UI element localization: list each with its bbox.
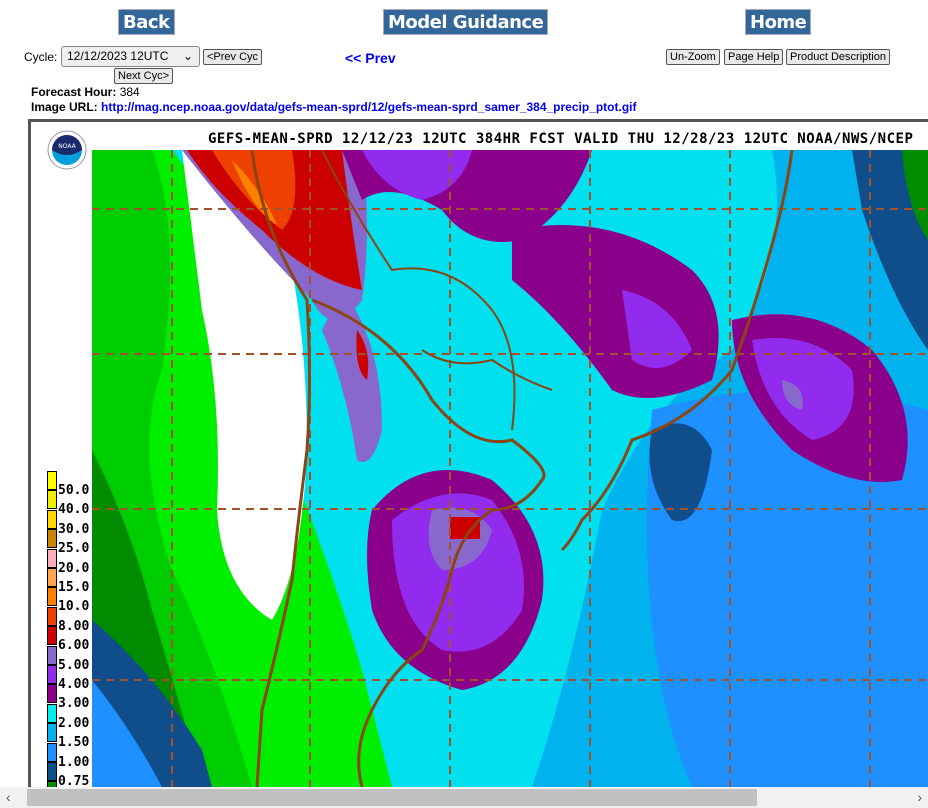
precipitation-map	[92, 150, 928, 787]
legend-swatch	[47, 645, 57, 665]
map-title: GEFS-MEAN-SPRD 12/12/23 12UTC 384HR FCST…	[208, 131, 914, 147]
legend-label: 6.00	[58, 638, 90, 654]
legend-label: 2.00	[58, 715, 90, 731]
legend-swatch	[47, 490, 57, 510]
svg-text:NOAA: NOAA	[58, 143, 76, 150]
legend-swatch	[47, 509, 57, 529]
legend-label: 1.50	[58, 735, 90, 751]
legend-swatch	[47, 606, 57, 626]
legend-label: 20.0	[58, 560, 90, 576]
legend-swatch	[47, 723, 57, 743]
legend-swatch	[47, 626, 57, 646]
unzoom-button[interactable]: Un-Zoom	[666, 49, 720, 65]
back-button[interactable]: Back	[118, 9, 175, 35]
noaa-logo: NOAA	[47, 130, 87, 170]
image-url-link[interactable]: http://mag.ncep.noaa.gov/data/gefs-mean-…	[101, 100, 637, 114]
legend-swatch	[47, 665, 57, 684]
scrollbar-thumb[interactable]	[27, 789, 757, 806]
prev-cycle-button[interactable]: <Prev Cyc	[203, 49, 263, 65]
forecast-hour-label: Forecast Hour: 384	[31, 85, 140, 99]
forecast-hour-value: 384	[119, 85, 140, 99]
legend-swatch	[47, 529, 57, 549]
legend-label: 10.0	[58, 599, 90, 615]
legend-label: 0.75	[58, 774, 90, 789]
legend-label: 50.0	[58, 483, 90, 498]
legend-swatch	[47, 742, 57, 762]
cycle-value: 12/12/2023 12UTC	[67, 49, 169, 63]
image-url-row: Image URL: http://mag.ncep.noaa.gov/data…	[31, 100, 637, 114]
home-button[interactable]: Home	[745, 9, 812, 35]
legend-swatch	[47, 587, 57, 607]
prev-link[interactable]: << Prev	[345, 50, 396, 66]
cycle-select[interactable]: 12/12/2023 12UTC ⌄	[61, 46, 200, 67]
legend-label: 15.0	[58, 580, 90, 595]
legend-label: 40.0	[58, 502, 90, 518]
page-help-button[interactable]: Page Help	[724, 49, 784, 65]
chevron-down-icon: ⌄	[182, 49, 193, 63]
legend-label: 3.00	[58, 696, 90, 712]
legend-label: 1.00	[58, 754, 90, 770]
legend-swatch	[47, 684, 57, 704]
legend-swatch	[47, 703, 57, 723]
legend-swatch	[47, 471, 57, 490]
horizontal-scrollbar[interactable]: ‹ ›	[0, 787, 928, 808]
legend-swatch	[47, 568, 57, 587]
legend-label: 5.00	[58, 657, 90, 673]
legend-label: 4.00	[58, 677, 90, 692]
scroll-right-icon[interactable]: ›	[917, 789, 922, 805]
next-cycle-button[interactable]: Next Cyc>	[114, 68, 174, 84]
model-guidance-button[interactable]: Model Guidance	[383, 9, 549, 35]
legend-label: 8.00	[58, 618, 90, 634]
legend-swatch	[47, 548, 57, 568]
legend-swatch	[47, 762, 57, 781]
cycle-label: Cycle:	[24, 50, 58, 64]
scroll-left-icon[interactable]: ‹	[6, 789, 11, 805]
legend-label: 25.0	[58, 541, 90, 557]
product-description-button[interactable]: Product Description	[786, 49, 890, 65]
legend-label: 30.0	[58, 521, 90, 537]
